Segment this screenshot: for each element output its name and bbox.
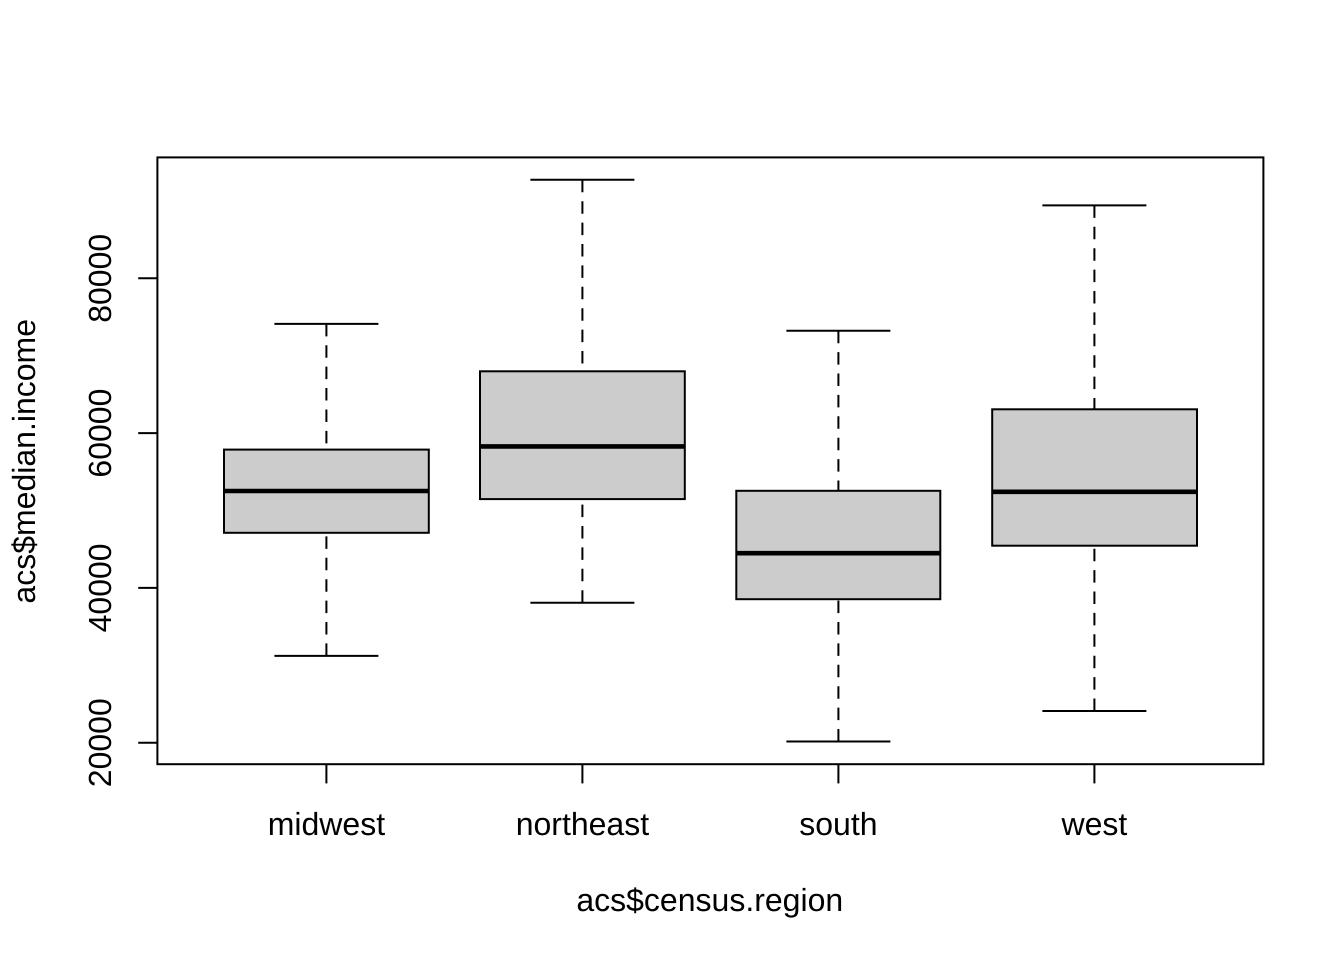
svg-text:80000: 80000 xyxy=(82,234,118,323)
svg-text:northeast: northeast xyxy=(516,806,650,842)
svg-text:acs$median.income: acs$median.income xyxy=(6,319,42,604)
svg-text:acs$census.region: acs$census.region xyxy=(576,882,843,918)
svg-text:60000: 60000 xyxy=(82,389,118,478)
svg-text:midwest: midwest xyxy=(268,806,385,842)
svg-text:40000: 40000 xyxy=(82,543,118,632)
svg-text:20000: 20000 xyxy=(82,698,118,787)
svg-text:west: west xyxy=(1061,806,1128,842)
svg-text:south: south xyxy=(799,806,877,842)
